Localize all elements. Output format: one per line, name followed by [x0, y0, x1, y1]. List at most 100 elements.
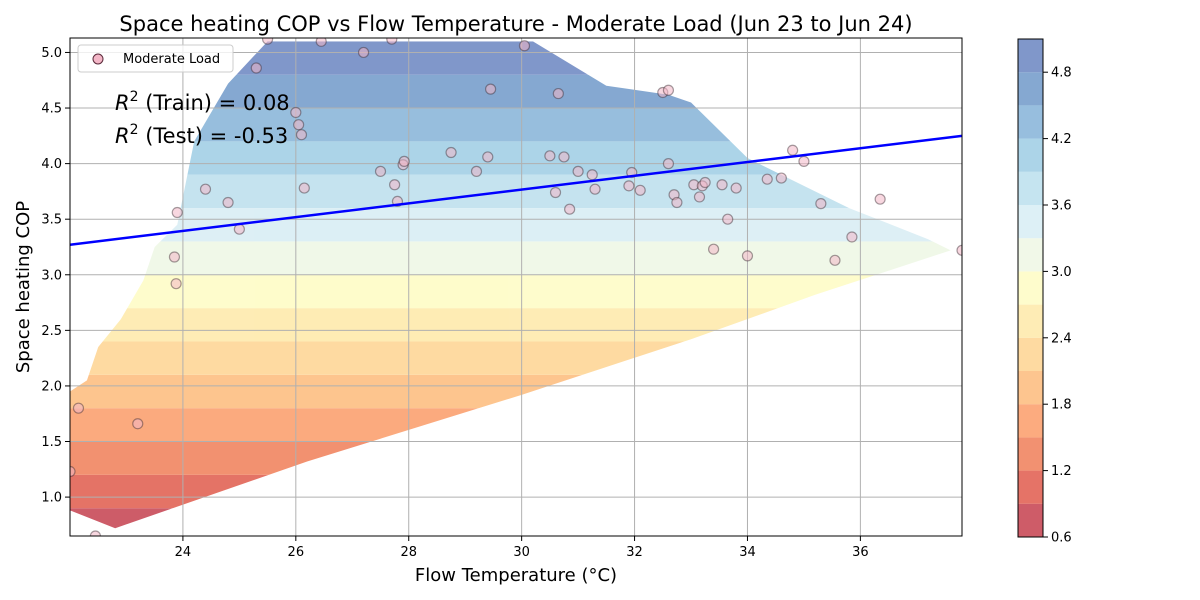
colorbar-tick-label: 3.6: [1051, 199, 1072, 214]
colorbar-band: [1018, 138, 1043, 172]
surface-band: [70, 374, 951, 409]
colorbar-band: [1018, 171, 1043, 205]
colorbar-tick-label: 1.8: [1051, 398, 1072, 413]
colorbar: 0.6 1.2 1.8 2.4 3.0 3.6 4.2 4.8: [1017, 38, 1072, 546]
regression-line: [70, 134, 962, 246]
data-point: [445, 146, 457, 159]
data-point: [315, 38, 327, 47]
surface-band: [70, 474, 951, 509]
data-point: [250, 62, 262, 74]
data-point: [741, 250, 754, 262]
colorbar-band: [1018, 404, 1043, 438]
data-point: [815, 198, 827, 210]
data-point: [787, 144, 799, 156]
data-point: [298, 182, 310, 194]
colorbar-band: [1018, 105, 1043, 139]
colorbar-tick-label: 4.8: [1051, 66, 1072, 81]
r2-test-value: (Test) = -0.53: [139, 124, 289, 148]
data-point: [482, 151, 494, 163]
x-axis-label: Flow Temperature (°C): [415, 565, 617, 586]
data-point: [671, 196, 683, 209]
data-point: [290, 106, 302, 119]
data-point: [386, 38, 398, 45]
data-point: [398, 155, 410, 167]
data-point: [89, 530, 102, 536]
x-tick-label: 30: [513, 545, 530, 560]
colorbar-band: [1018, 39, 1043, 73]
y-tick-label: 2.5: [41, 324, 62, 339]
x-tick-label: 34: [739, 545, 756, 560]
surface-band: [70, 341, 951, 375]
colorbar-band: [1018, 304, 1043, 338]
data-point: [798, 155, 810, 167]
legend-box: [77, 44, 234, 73]
data-point: [707, 243, 720, 255]
data-point: [549, 186, 562, 199]
colorbar-band: [1018, 437, 1043, 471]
data-point: [552, 87, 564, 100]
colorbar-tick-label: 3.0: [1051, 265, 1072, 280]
r2-train-annotation: R2 (Train) = 0.08: [115, 89, 290, 115]
data-point: [132, 418, 144, 430]
data-point: [564, 203, 576, 215]
data-point: [170, 278, 182, 290]
colorbar-tick-label: 0.6: [1051, 531, 1072, 546]
data-point: [846, 231, 858, 243]
data-point: [558, 151, 570, 163]
data-point: [572, 165, 584, 177]
surface-band: [70, 408, 951, 442]
legend-marker: [92, 53, 104, 65]
surface-band: [70, 508, 951, 529]
colorbar-band: [1018, 271, 1043, 305]
y-tick-label: 2.0: [41, 379, 62, 394]
data-point: [261, 38, 274, 45]
y-tick-label: 5.0: [41, 46, 62, 61]
colorbar-band: [1018, 371, 1043, 405]
data-point: [716, 179, 728, 191]
data-point: [357, 46, 370, 59]
svg-text:R2 (Train) = 0.08: R2 (Train) = 0.08: [115, 89, 290, 115]
colorbar-band: [1018, 72, 1043, 106]
r2-train-sup: 2: [130, 89, 139, 105]
data-point: [956, 244, 962, 256]
y-tick-label: 1.0: [41, 491, 62, 506]
x-tick-label: 24: [175, 545, 192, 560]
data-point: [171, 206, 183, 219]
data-point: [662, 84, 675, 96]
surface-band: [70, 441, 951, 475]
data-points: [70, 38, 962, 536]
surface-band: [70, 241, 951, 275]
data-point: [389, 179, 401, 191]
x-tick-label: 36: [852, 545, 869, 560]
data-point: [634, 184, 646, 196]
colorbar-band: [1018, 470, 1043, 504]
r2-test-annotation: R2 (Test) = -0.53: [115, 122, 288, 148]
y-tick-label: 4.5: [41, 102, 62, 117]
r2-test-sup: 2: [130, 122, 139, 138]
data-point: [72, 402, 85, 414]
data-point: [730, 182, 742, 194]
data-point: [586, 169, 598, 181]
chart-title: Space heating COP vs Flow Temperature - …: [119, 12, 912, 36]
x-tick-label: 28: [400, 545, 417, 560]
data-point: [589, 183, 601, 195]
data-point: [699, 176, 711, 189]
y-tick-label: 4.0: [41, 157, 62, 172]
x-axis-ticks: 24 26 28 30 32 34 36: [175, 536, 869, 560]
data-point: [623, 180, 635, 192]
data-point: [775, 172, 787, 184]
colorbar-band: [1018, 503, 1043, 537]
data-point: [70, 465, 76, 478]
surface-band: [70, 274, 951, 309]
cop-surface: [70, 41, 951, 529]
data-point: [874, 193, 886, 205]
y-tick-label: 3.5: [41, 213, 62, 228]
data-point: [293, 119, 305, 131]
data-point: [168, 251, 181, 263]
data-point: [374, 165, 387, 177]
r2-test-symbol: R: [115, 124, 130, 148]
colorbar-band: [1018, 238, 1043, 272]
colorbar-tick-label: 4.2: [1051, 132, 1072, 147]
data-point: [722, 213, 734, 225]
